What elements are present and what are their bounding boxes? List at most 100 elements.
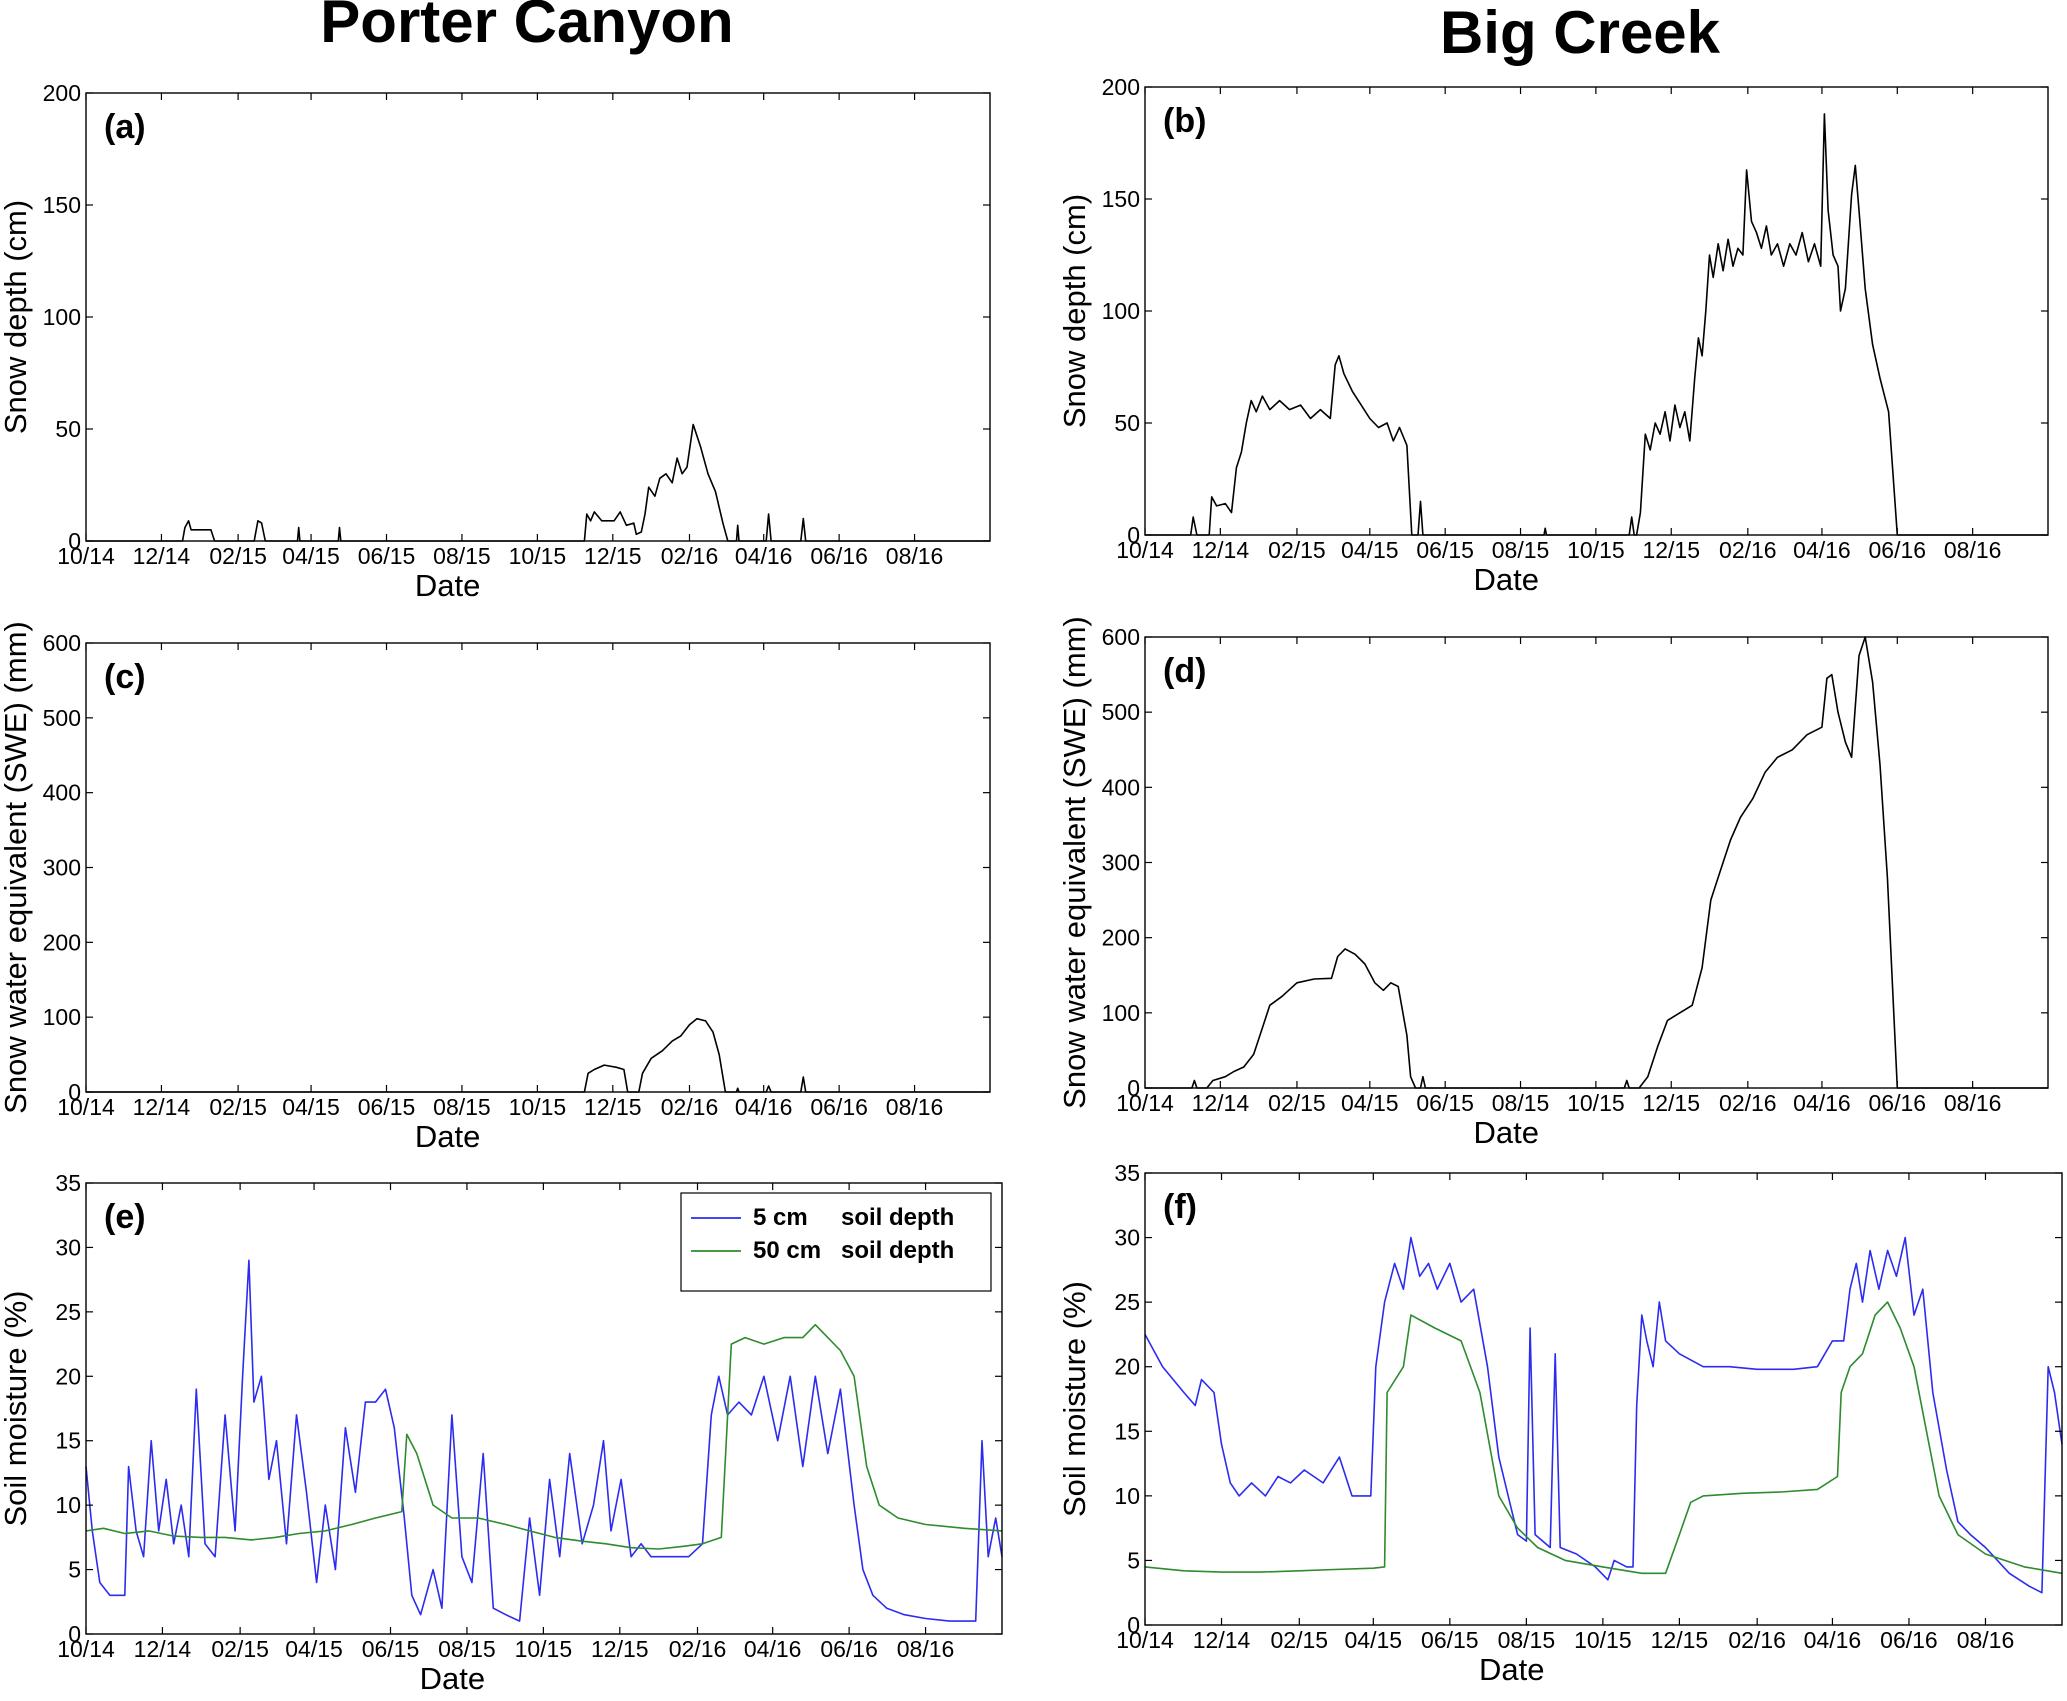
y-tick-label: 50	[55, 416, 81, 442]
y-tick-label: 0	[68, 1079, 81, 1105]
series-line-1	[86, 423, 990, 542]
panel-label: (d)	[1163, 652, 1206, 690]
series-line-2	[1144, 1301, 2063, 1575]
x-tick-label: 10/14	[1116, 537, 1174, 563]
x-tick-label: 04/15	[1341, 537, 1399, 563]
x-tick-label: 12/14	[1192, 1090, 1250, 1116]
y-tick-label: 20	[1114, 1354, 1140, 1380]
x-tick-label: 12/14	[133, 543, 191, 569]
x-axis-label: Date	[1473, 562, 1538, 597]
legend: 5 cm soil depth 50 cm soil depth	[680, 1192, 992, 1292]
series-line-1	[1145, 636, 2048, 1089]
y-tick-label: 50	[1114, 410, 1140, 436]
series-line-1	[85, 1259, 1003, 1622]
site-title-porter-canyon: Porter Canyon	[320, 0, 733, 55]
x-axis-label: Date	[420, 1661, 485, 1696]
x-tick-label: 12/14	[133, 1094, 191, 1120]
x-tick-label: 10/14	[57, 1636, 115, 1662]
x-tick-label: 06/15	[358, 543, 416, 569]
x-tick-label: 06/16	[810, 1094, 868, 1120]
y-tick-label: 30	[1114, 1225, 1140, 1251]
y-tick-label: 200	[1102, 925, 1140, 951]
x-tick-label: 02/16	[669, 1636, 727, 1662]
x-tick-label: 08/15	[433, 543, 491, 569]
legend-label: soil depth	[841, 1204, 954, 1231]
x-axis-label: Date	[415, 568, 480, 603]
x-tick-label: 02/15	[211, 1636, 269, 1662]
x-tick-label: 02/15	[1268, 537, 1326, 563]
panel-label: (b)	[1163, 102, 1206, 140]
y-tick-label: 100	[43, 1004, 81, 1030]
y-tick-label: 0	[68, 528, 81, 554]
x-tick-label: 06/15	[358, 1094, 416, 1120]
y-tick-label: 400	[43, 780, 81, 806]
panel-label: (e)	[104, 1198, 146, 1236]
series-line-2	[85, 1323, 1003, 1550]
legend-label: soil depth	[841, 1237, 954, 1264]
x-tick-label: 10/14	[1116, 1627, 1174, 1653]
panel-label: (f)	[1163, 1188, 1197, 1226]
x-tick-label: 08/16	[1944, 537, 2002, 563]
x-tick-label: 06/16	[1869, 537, 1927, 563]
x-tick-label: 06/15	[1421, 1627, 1479, 1653]
plot-frame	[85, 92, 991, 542]
x-tick-label: 02/15	[209, 1094, 267, 1120]
x-tick-label: 04/16	[1804, 1627, 1862, 1653]
x-tick-label: 12/15	[1642, 1090, 1700, 1116]
x-tick-label: 02/15	[1271, 1627, 1329, 1653]
y-tick-label: 200	[43, 929, 81, 955]
x-tick-label: 04/15	[282, 1094, 340, 1120]
site-title-big-creek: Big Creek	[1440, 0, 1721, 66]
x-tick-label: 08/16	[886, 1094, 944, 1120]
legend-box	[680, 1192, 992, 1292]
x-tick-label: 06/15	[362, 1636, 420, 1662]
y-tick-label: 150	[1102, 186, 1140, 212]
x-tick-label: 12/15	[584, 1094, 642, 1120]
panel-c: 0 100 200 300 400 500 600 10/14 12/14 02/15 04/15 0…	[0, 621, 991, 1154]
x-tick-label: 08/15	[1498, 1627, 1556, 1653]
x-tick-label: 12/15	[584, 543, 642, 569]
y-axis-label: Soil moisture (%)	[0, 1291, 33, 1527]
x-tick-label: 06/16	[820, 1636, 878, 1662]
y-tick-label: 600	[43, 630, 81, 656]
x-tick-label: 10/14	[1116, 1090, 1174, 1116]
x-tick-label: 04/16	[744, 1636, 802, 1662]
x-tick-label: 12/14	[1193, 1627, 1251, 1653]
x-tick-label: 02/16	[1719, 1090, 1777, 1116]
plot-frame	[85, 642, 991, 1093]
y-axis-label: Snow water equivalent (SWE) (mm)	[0, 621, 33, 1114]
x-tick-label: 10/15	[509, 1094, 567, 1120]
panel-label: (c)	[104, 658, 146, 696]
x-tick-label: 02/16	[661, 543, 719, 569]
y-tick-label: 10	[55, 1492, 81, 1518]
y-tick-label: 15	[1114, 1418, 1140, 1444]
series-line-1	[86, 1017, 990, 1093]
y-tick-label: 200	[1102, 74, 1140, 100]
x-tick-label: 08/16	[1944, 1090, 2002, 1116]
x-tick-label: 10/15	[515, 1636, 573, 1662]
series-line-1	[1144, 1236, 2063, 1594]
x-tick-label: 12/15	[591, 1636, 649, 1662]
x-tick-label: 06/16	[1869, 1090, 1927, 1116]
panel-b: 0 50 100 150 200 10/14 12/14 02/15 04/15 06/15 08/…	[1057, 74, 2049, 597]
x-tick-label: 08/15	[1492, 1090, 1550, 1116]
x-tick-label: 06/16	[810, 543, 868, 569]
y-tick-label: 10	[1114, 1483, 1140, 1509]
x-tick-label: 08/15	[438, 1636, 496, 1662]
x-tick-label: 08/15	[433, 1094, 491, 1120]
x-tick-label: 02/16	[1728, 1627, 1786, 1653]
x-tick-label: 06/15	[1416, 537, 1474, 563]
x-tick-label: 08/16	[1957, 1627, 2015, 1653]
y-axis-label: Snow water equivalent (SWE) (mm)	[1057, 616, 1092, 1109]
x-tick-label: 04/16	[1793, 1090, 1851, 1116]
x-tick-label: 04/16	[1793, 537, 1851, 563]
y-tick-label: 300	[43, 855, 81, 881]
x-tick-label: 04/16	[735, 543, 793, 569]
y-tick-label: 200	[43, 80, 81, 106]
y-tick-label: 0	[1127, 1075, 1140, 1101]
plot-frame	[85, 1182, 1003, 1635]
x-tick-label: 10/15	[1574, 1627, 1632, 1653]
y-tick-label: 35	[55, 1170, 81, 1196]
x-tick-label: 08/15	[1492, 537, 1550, 563]
y-tick-label: 15	[55, 1428, 81, 1454]
